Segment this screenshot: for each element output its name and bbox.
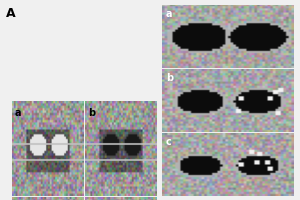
Text: a: a — [15, 108, 21, 118]
Text: b: b — [166, 73, 173, 83]
Text: c: c — [166, 137, 172, 147]
Text: a: a — [166, 9, 172, 19]
Text: b: b — [88, 108, 95, 118]
Text: A: A — [6, 7, 16, 20]
